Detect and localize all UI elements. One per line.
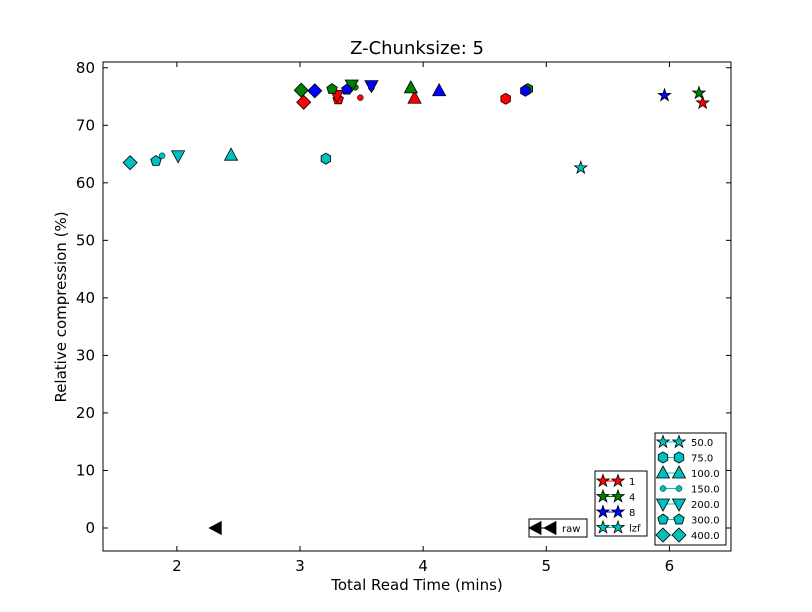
plot-area [102, 61, 732, 552]
legend-raw: raw [528, 518, 588, 538]
x-axis-label: Total Read Time (mins) [330, 576, 503, 594]
legend-codec-8-marker [595, 504, 611, 519]
legend-codec-label: 8 [629, 508, 635, 519]
legend-chunk-75.0-marker [673, 451, 685, 464]
point-lzf-hexagon [320, 152, 332, 165]
y-tick-label: 60 [76, 174, 95, 192]
legend-chunk-100.0-marker [655, 465, 671, 479]
legend-codec-4-marker [595, 488, 611, 503]
legend-chunk-400.0-marker [655, 527, 671, 543]
legend-codec-label: 4 [629, 493, 635, 504]
legend-chunk-200.0-marker [671, 498, 687, 512]
point-lzf-circle [158, 152, 166, 160]
legend-chunk-100.0-marker [671, 465, 687, 479]
legend-codec-lzf-marker [595, 519, 611, 534]
point-raw-triangle-left [208, 520, 222, 536]
legend-codec-label: lzf [629, 524, 641, 535]
legend-codec-1-marker [595, 473, 611, 488]
point-4-triangle-up [403, 80, 419, 94]
point-1-diamond [296, 94, 312, 110]
legend-chunk-label: 50.0 [691, 438, 713, 449]
chart-title: Z-Chunksize: 5 [350, 38, 484, 59]
point-4-diamond [293, 82, 309, 98]
point-lzf-diamond [122, 155, 138, 171]
legend-chunk-300.0-marker [657, 513, 669, 525]
point-1-hexagon [500, 92, 511, 105]
y-axis-label: Relative compression (%) [52, 211, 70, 402]
legend-chunk-150.0-marker [659, 485, 667, 492]
legend-codec-lzf-marker [610, 519, 626, 534]
y-tick-label: 10 [76, 461, 95, 479]
legend-chunk-400.0-marker [671, 527, 687, 543]
point-1-circle [357, 94, 364, 101]
point-8-diamond [307, 83, 323, 99]
plot-frame [102, 61, 732, 552]
legend-chunk-label: 200.0 [691, 500, 720, 511]
legend-codec: 1 4 8 lzf [594, 470, 648, 537]
point-4-star [691, 85, 707, 100]
point-1-triangle-up [407, 90, 422, 104]
y-tick-label: 30 [76, 346, 95, 364]
x-tick-label: 5 [542, 557, 552, 575]
legends: raw 1 4 8 lzf 50.0 75.0 100.0 150.0 200.0 300.0 400… [528, 432, 727, 546]
point-lzf-triangle-down [170, 150, 186, 164]
x-tick-label: 2 [172, 557, 182, 575]
legend-raw-entry-marker [528, 520, 542, 536]
point-8-triangle-up [431, 82, 447, 97]
point-8-star [657, 87, 672, 102]
legend-chunk-label: 300.0 [691, 516, 720, 527]
point-8-pentagon [341, 83, 353, 95]
legend-chunk-50.0-marker [655, 434, 671, 449]
point-lzf-pentagon [150, 154, 162, 166]
legend-chunk-50.0-marker [671, 434, 687, 449]
legend-codec-4-marker [610, 488, 626, 503]
legend-raw-entry-marker [543, 520, 557, 536]
point-8-hexagon [520, 84, 531, 97]
x-tick-label: 6 [665, 557, 675, 575]
legend-chunk-300.0-marker [673, 513, 685, 525]
point-4-pentagon [326, 83, 338, 94]
legend-chunk: 50.0 75.0 100.0 150.0 200.0 300.0 400.0 [654, 432, 727, 546]
legend-chunk-label: 100.0 [691, 469, 720, 480]
point-1-star [695, 95, 711, 110]
legend-chunk-label: 150.0 [691, 485, 720, 496]
point-8-triangle-down [364, 80, 379, 94]
y-tick-label: 80 [76, 59, 95, 77]
x-tick-label: 4 [418, 557, 428, 575]
legend-chunk-label: 400.0 [691, 531, 720, 542]
point-lzf-star [573, 160, 589, 175]
legend-codec-8-marker [610, 504, 626, 519]
x-tick-label: 3 [295, 557, 305, 575]
y-tick-label: 50 [76, 231, 95, 249]
data-points [122, 79, 711, 536]
y-tick-label: 70 [76, 116, 95, 134]
y-tick-label: 20 [76, 404, 95, 422]
y-tick-label: 0 [85, 519, 95, 537]
legend-chunk-150.0-marker [675, 485, 683, 492]
legend-chunk-label: 75.0 [691, 454, 713, 465]
legend-codec-1-marker [610, 473, 626, 488]
y-tick-label: 40 [76, 289, 95, 307]
point-lzf-triangle-up [223, 147, 239, 161]
legend-chunk-200.0-marker [655, 498, 671, 512]
legend-chunk-75.0-marker [657, 451, 669, 464]
legend-raw-label: raw [562, 524, 580, 535]
legend-codec-label: 1 [629, 477, 635, 488]
